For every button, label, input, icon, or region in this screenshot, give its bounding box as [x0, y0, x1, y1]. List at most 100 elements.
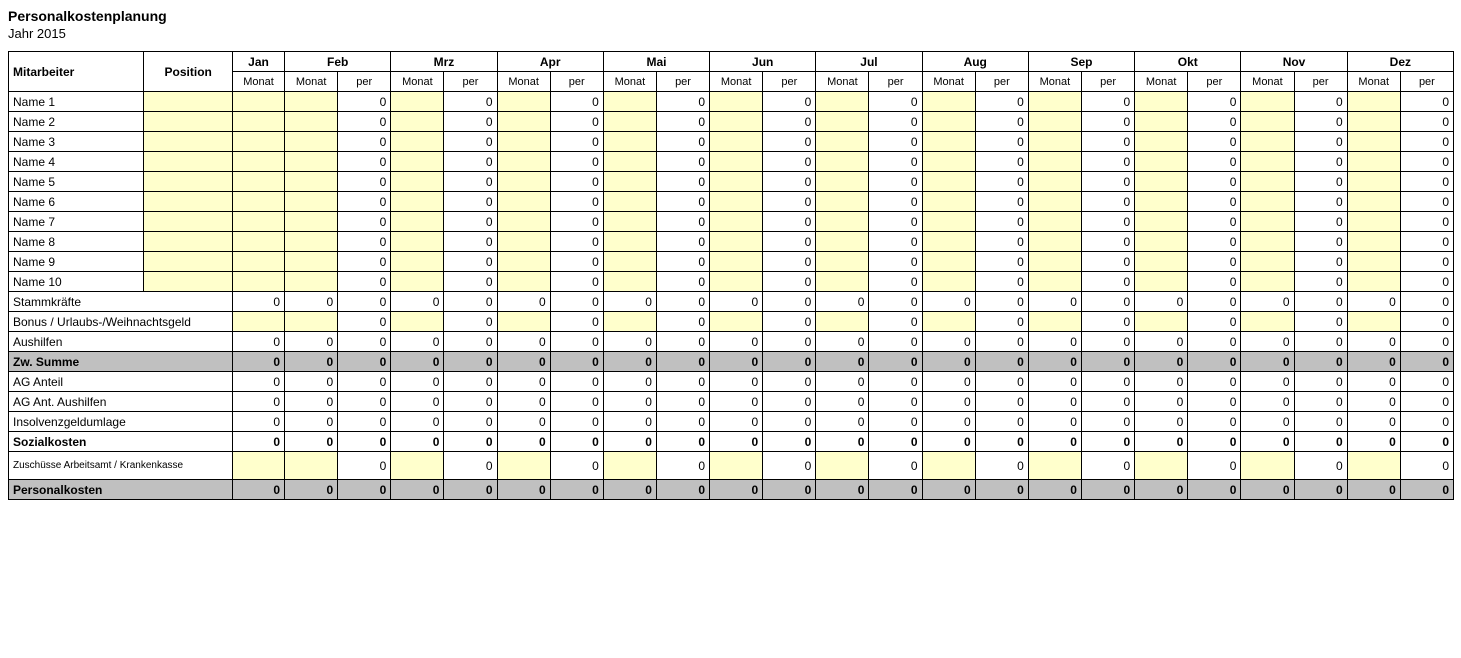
cell-input[interactable]	[1028, 252, 1081, 272]
cell-input[interactable]	[1241, 92, 1294, 112]
cell-input[interactable]	[710, 212, 763, 232]
cell-input[interactable]	[497, 92, 550, 112]
cell-input[interactable]	[710, 232, 763, 252]
cell-input[interactable]	[1241, 152, 1294, 172]
cell-input[interactable]	[922, 92, 975, 112]
cell-input[interactable]	[710, 112, 763, 132]
cell-input[interactable]	[922, 312, 975, 332]
cell-input[interactable]	[1241, 312, 1294, 332]
cell-input[interactable]	[391, 252, 444, 272]
cell-input[interactable]	[391, 212, 444, 232]
cell-input[interactable]	[816, 312, 869, 332]
cell-input[interactable]	[1347, 272, 1400, 292]
cell-input[interactable]	[816, 192, 869, 212]
cell-input[interactable]	[497, 312, 550, 332]
position-input[interactable]	[144, 252, 233, 272]
cell-input[interactable]	[1241, 252, 1294, 272]
cell-input[interactable]	[603, 252, 656, 272]
cell-input[interactable]	[232, 172, 284, 192]
cell-input[interactable]	[1028, 212, 1081, 232]
cell-input[interactable]	[285, 132, 338, 152]
position-input[interactable]	[144, 172, 233, 192]
position-input[interactable]	[144, 232, 233, 252]
cell-input[interactable]	[391, 232, 444, 252]
cell-input[interactable]	[1347, 452, 1400, 480]
cell-input[interactable]	[285, 152, 338, 172]
cell-input[interactable]	[1028, 112, 1081, 132]
cell-input[interactable]	[391, 172, 444, 192]
cell-input[interactable]	[285, 212, 338, 232]
cell-input[interactable]	[391, 192, 444, 212]
cell-input[interactable]	[285, 112, 338, 132]
cell-input[interactable]	[232, 252, 284, 272]
cell-input[interactable]	[232, 212, 284, 232]
position-input[interactable]	[144, 92, 233, 112]
cell-input[interactable]	[1135, 92, 1188, 112]
cell-input[interactable]	[232, 272, 284, 292]
cell-input[interactable]	[1241, 172, 1294, 192]
cell-input[interactable]	[922, 232, 975, 252]
cell-input[interactable]	[710, 452, 763, 480]
cell-input[interactable]	[232, 192, 284, 212]
cell-input[interactable]	[603, 112, 656, 132]
cell-input[interactable]	[603, 192, 656, 212]
cell-input[interactable]	[710, 172, 763, 192]
cell-input[interactable]	[1028, 232, 1081, 252]
cell-input[interactable]	[1347, 152, 1400, 172]
cell-input[interactable]	[603, 172, 656, 192]
cell-input[interactable]	[710, 92, 763, 112]
cell-input[interactable]	[232, 92, 284, 112]
cell-input[interactable]	[710, 152, 763, 172]
cell-input[interactable]	[232, 452, 284, 480]
position-input[interactable]	[144, 212, 233, 232]
cell-input[interactable]	[1241, 192, 1294, 212]
cell-input[interactable]	[922, 112, 975, 132]
cell-input[interactable]	[1347, 312, 1400, 332]
cell-input[interactable]	[1135, 132, 1188, 152]
cell-input[interactable]	[1028, 92, 1081, 112]
cell-input[interactable]	[285, 452, 338, 480]
cell-input[interactable]	[497, 112, 550, 132]
position-input[interactable]	[144, 272, 233, 292]
cell-input[interactable]	[285, 92, 338, 112]
cell-input[interactable]	[497, 172, 550, 192]
cell-input[interactable]	[1347, 192, 1400, 212]
cell-input[interactable]	[603, 132, 656, 152]
cell-input[interactable]	[1028, 132, 1081, 152]
cell-input[interactable]	[1241, 112, 1294, 132]
cell-input[interactable]	[391, 312, 444, 332]
cell-input[interactable]	[603, 232, 656, 252]
cell-input[interactable]	[816, 172, 869, 192]
cell-input[interactable]	[816, 252, 869, 272]
cell-input[interactable]	[1347, 232, 1400, 252]
position-input[interactable]	[144, 132, 233, 152]
position-input[interactable]	[144, 192, 233, 212]
cell-input[interactable]	[922, 272, 975, 292]
cell-input[interactable]	[816, 452, 869, 480]
cell-input[interactable]	[816, 112, 869, 132]
cell-input[interactable]	[1135, 112, 1188, 132]
cell-input[interactable]	[710, 192, 763, 212]
cell-input[interactable]	[232, 132, 284, 152]
cell-input[interactable]	[497, 272, 550, 292]
cell-input[interactable]	[1135, 272, 1188, 292]
cell-input[interactable]	[922, 192, 975, 212]
cell-input[interactable]	[285, 232, 338, 252]
cell-input[interactable]	[285, 172, 338, 192]
cell-input[interactable]	[1028, 152, 1081, 172]
cell-input[interactable]	[603, 272, 656, 292]
cell-input[interactable]	[391, 92, 444, 112]
cell-input[interactable]	[391, 132, 444, 152]
cell-input[interactable]	[232, 112, 284, 132]
cell-input[interactable]	[922, 132, 975, 152]
cell-input[interactable]	[1135, 172, 1188, 192]
cell-input[interactable]	[1241, 232, 1294, 252]
cell-input[interactable]	[497, 212, 550, 232]
cell-input[interactable]	[285, 312, 338, 332]
cell-input[interactable]	[1347, 92, 1400, 112]
cell-input[interactable]	[1028, 272, 1081, 292]
cell-input[interactable]	[497, 192, 550, 212]
cell-input[interactable]	[1241, 132, 1294, 152]
cell-input[interactable]	[232, 232, 284, 252]
cell-input[interactable]	[1028, 172, 1081, 192]
